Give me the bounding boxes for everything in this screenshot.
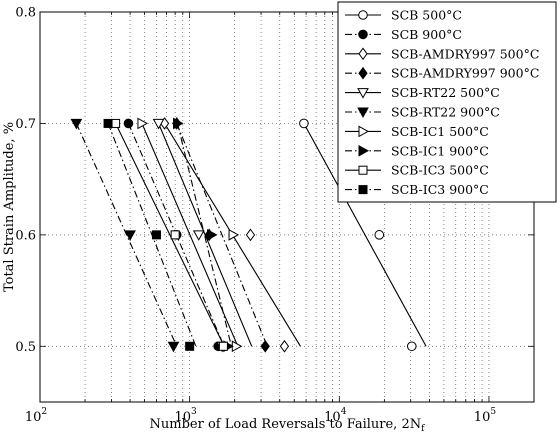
x-tick-label: 103 [175, 407, 198, 425]
series-1-point [406, 341, 417, 352]
series-9-point [218, 341, 228, 351]
legend-marker [358, 29, 368, 40]
series-5-point [192, 230, 205, 241]
legend-label: SCB-IC3 900°C [391, 182, 489, 197]
series-1-point [299, 118, 309, 129]
series-4-fit-line [176, 123, 268, 347]
legend-marker [358, 10, 368, 20]
data-markers [70, 117, 417, 353]
legend: SCB 500°C SCB 900°C SCB-AMDRY997 500°C SCB-… [337, 1, 557, 203]
x-tick-label: 105 [474, 407, 497, 425]
legend-marker [358, 165, 368, 175]
series-7-point [228, 229, 240, 241]
y-tick-label: 0.5 [15, 340, 36, 355]
legend-marker [358, 185, 368, 195]
x-axis-title-main: Number of Load Reversals to Failure, 2N [150, 417, 422, 432]
x-tick-label: 102 [25, 407, 47, 425]
series-8-point [173, 117, 184, 130]
x-tick-label-exponent: 3 [191, 407, 197, 417]
series-1-fit-line [303, 123, 427, 347]
legend-box [337, 1, 557, 203]
x-tick-label-base: 10 [25, 410, 42, 425]
y-tick-label: 0.8 [15, 6, 36, 21]
y-axis-title: Total Strain Amplitude, % [2, 122, 17, 292]
series-2-point [123, 118, 134, 129]
series-1-point [374, 230, 385, 240]
y-tick-label: 0.7 [15, 117, 36, 132]
x-tick-label-exponent: 4 [341, 407, 347, 417]
legend-label: SCB-IC1 500°C [391, 124, 489, 139]
series-8-fit-line [177, 123, 232, 347]
legend-label: SCB 900°C [391, 27, 462, 42]
series-6-point [167, 341, 180, 353]
legend-label: SCB-RT22 900°C [391, 105, 500, 120]
y-tick-label: 0.6 [15, 228, 36, 243]
series-3-point [279, 339, 290, 353]
legend-marker [358, 144, 370, 157]
series-10-point [103, 118, 113, 128]
legend-label: SCB-AMDRY997 900°C [391, 66, 539, 81]
series-6-point [124, 230, 136, 241]
x-axis-title-subscript: f [421, 424, 425, 433]
series-4-point [260, 339, 270, 353]
x-axis-title: Number of Load Reversals to Failure, 2Nf [150, 417, 426, 433]
x-tick-label-exponent: 2 [41, 407, 47, 417]
legend-label: SCB-IC3 500°C [391, 163, 489, 178]
legend-label: SCB 500°C [391, 8, 462, 23]
series-9-fit-line [115, 123, 225, 347]
series-5-point [152, 118, 165, 130]
series-9-point [111, 118, 121, 128]
series-8-point [207, 229, 218, 241]
series-9-point [170, 230, 180, 240]
legend-marker [357, 107, 369, 119]
legend-label: SCB-AMDRY997 500°C [391, 46, 539, 61]
series-7-point [137, 117, 148, 130]
x-tick-label-exponent: 5 [490, 407, 496, 417]
series-10-point [151, 230, 161, 240]
legend-marker [358, 66, 368, 80]
series-6-point [70, 118, 83, 130]
plot-area-frame [39, 11, 535, 403]
legend-marker [358, 125, 370, 138]
legend-marker [358, 47, 368, 61]
legend-marker [357, 88, 369, 99]
x-tick-label-base: 10 [474, 410, 491, 425]
x-tick-label-base: 10 [175, 410, 192, 425]
series-6-fit-line [75, 123, 178, 347]
legend-label: SCB-RT22 500°C [391, 85, 500, 100]
series-3-point [245, 228, 256, 242]
x-tick-label-base: 10 [324, 410, 341, 425]
series-10-point [185, 341, 195, 351]
x-tick-label: 104 [324, 407, 347, 425]
legend-label: SCB-IC1 900°C [391, 143, 489, 158]
